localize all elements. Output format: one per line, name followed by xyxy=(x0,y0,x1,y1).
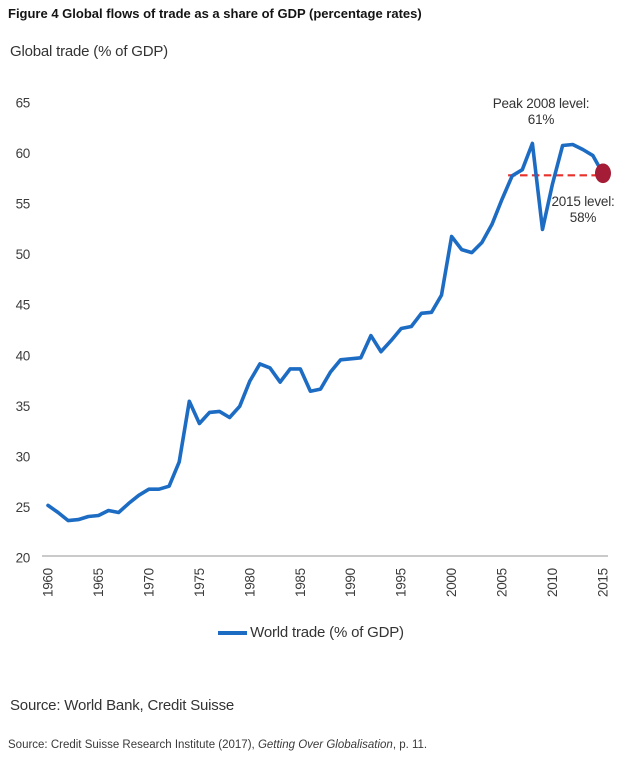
x-tick-label: 1965 xyxy=(91,568,106,597)
y-tick-label: 45 xyxy=(16,298,30,313)
y-tick-label: 35 xyxy=(16,399,30,414)
legend-line-swatch xyxy=(218,630,248,635)
chart-heading: Global trade (% of GDP) xyxy=(10,43,168,60)
chart-source: Source: World Bank, Credit Suisse xyxy=(10,697,235,714)
x-tick-label: 1970 xyxy=(141,568,156,597)
x-tick-label: 2015 xyxy=(596,568,611,597)
legend-label: World trade (% of GDP) xyxy=(250,624,404,641)
x-tick-label: 1985 xyxy=(293,568,308,597)
citation-prefix: Source: Credit Suisse Research Institute… xyxy=(8,739,258,751)
y-tick-label: 40 xyxy=(16,348,30,363)
peak-2008-annotation-text: Peak 2008 level: xyxy=(492,96,590,111)
x-tick-label: 1960 xyxy=(41,568,56,597)
level-2015-annotation-text: 2015 level: xyxy=(551,194,615,209)
peak-2008-annotation-value: 61% xyxy=(527,112,555,127)
y-tick-label: 25 xyxy=(16,500,30,515)
y-tick-label: 60 xyxy=(16,146,30,161)
trade-line-chart: 65 60 55 50 45 40 35 30 25 20 1960 1965 1970 1975 198… xyxy=(16,96,611,597)
peak-2008-annotation: Peak 2008 level: 61% xyxy=(493,96,590,128)
x-tick-label: 2000 xyxy=(444,568,459,597)
x-tick-label: 2010 xyxy=(545,568,560,597)
x-tick-label: 2005 xyxy=(495,568,510,597)
y-tick-label: 50 xyxy=(16,247,30,262)
x-tick-label: 1995 xyxy=(394,568,409,597)
x-tick-label: 1975 xyxy=(192,568,207,597)
endpoint-2015-marker xyxy=(595,163,611,184)
y-tick-label: 30 xyxy=(16,449,30,464)
legend: World trade (% of GDP) xyxy=(0,624,622,641)
citation-suffix: , p. 11. xyxy=(392,739,428,751)
x-tick-label: 1990 xyxy=(343,568,358,597)
figure-title: Figure 4 Global flows of trade as a shar… xyxy=(8,6,422,21)
x-axis-tick-labels: 1960 1965 1970 1975 1980 1985 1990 1995 2000 2005… xyxy=(41,568,611,597)
x-tick-label: 1980 xyxy=(242,568,257,597)
level-2015-annotation-value: 58% xyxy=(569,210,597,225)
y-tick-label: 55 xyxy=(16,197,30,212)
world-trade-line xyxy=(46,141,605,523)
y-axis-tick-labels: 65 60 55 50 45 40 35 30 25 20 xyxy=(16,96,31,566)
citation-work-title: Getting Over Globalisation xyxy=(257,739,393,751)
level-2015-annotation: 2015 level: 58% xyxy=(551,194,614,226)
y-tick-label: 65 xyxy=(16,96,30,111)
citation: Source: Credit Suisse Research Institute… xyxy=(8,739,427,751)
y-tick-label: 20 xyxy=(16,551,30,566)
